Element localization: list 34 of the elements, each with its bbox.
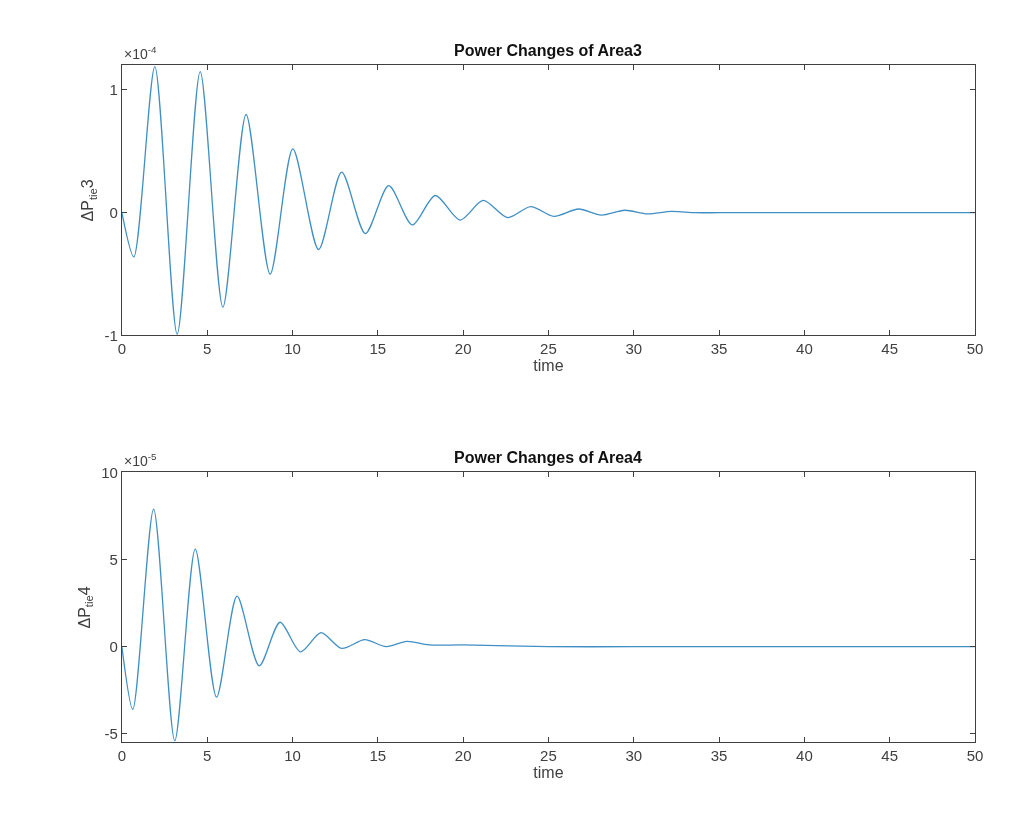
x-tick-label: 10 bbox=[284, 747, 301, 765]
x-axis-title: time bbox=[533, 357, 564, 375]
x-axis-title: time bbox=[533, 764, 564, 782]
y-tick-label: 1 bbox=[109, 81, 118, 99]
x-tick-label: 40 bbox=[796, 340, 813, 358]
y-tick-label: -5 bbox=[104, 725, 118, 742]
x-tick-label: 30 bbox=[625, 340, 643, 358]
x-tick-label: 15 bbox=[369, 747, 387, 765]
x-tick-label: 15 bbox=[369, 340, 387, 358]
x-tick-label: 35 bbox=[710, 340, 728, 358]
chart-title: Power Changes of Area4 bbox=[454, 449, 643, 466]
x-tick-label: 25 bbox=[540, 747, 557, 765]
x-tick-label: 20 bbox=[454, 340, 472, 358]
y-tick-label: -1 bbox=[104, 326, 118, 344]
x-tick-label: 10 bbox=[284, 340, 301, 358]
x-tick-label: 25 bbox=[540, 340, 557, 358]
x-tick-label: 40 bbox=[796, 747, 813, 765]
y-tick-label: 0 bbox=[109, 203, 118, 221]
y-tick-label: 0 bbox=[109, 637, 118, 655]
text: ×10$^{-4}$ bbox=[124, 44, 158, 62]
x-tick-label: 5 bbox=[203, 340, 212, 358]
x-tick-label: 50 bbox=[966, 340, 984, 358]
x-tick-label: 5 bbox=[203, 747, 212, 765]
y-tick-label: 10 bbox=[101, 463, 118, 481]
x-tick-label: 45 bbox=[881, 747, 899, 765]
x-tick-label: 35 bbox=[710, 747, 728, 765]
x-tick-label: 20 bbox=[454, 747, 472, 765]
y-tick-label: 5 bbox=[109, 550, 118, 568]
x-tick-label: 45 bbox=[881, 340, 899, 358]
x-tick-label: 50 bbox=[966, 747, 984, 765]
x-tick-label: 30 bbox=[625, 747, 643, 765]
text: ×10$^{-5}$ bbox=[124, 451, 158, 469]
line-series bbox=[121, 66, 976, 335]
chart-title: Power Changes of Area3 bbox=[454, 42, 643, 59]
